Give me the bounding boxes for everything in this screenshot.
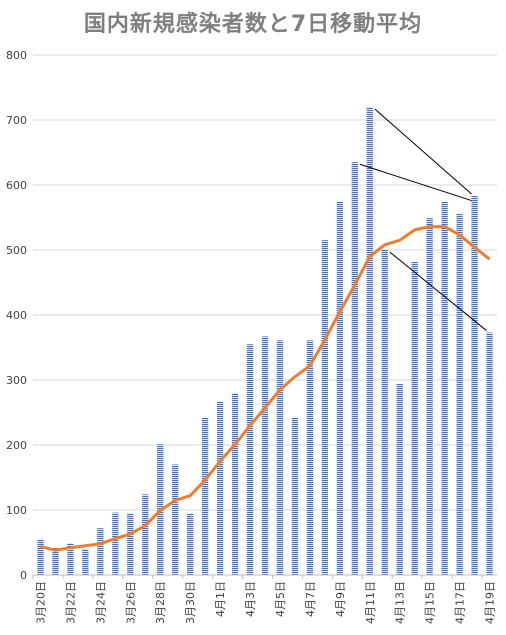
bar: [261, 336, 269, 575]
bar: [97, 528, 104, 575]
y-tick-label: 400: [6, 309, 27, 322]
bar: [486, 332, 493, 575]
bar: [52, 547, 59, 575]
bar: [396, 383, 403, 575]
bar: [411, 261, 418, 575]
x-tick-label: 3月22日: [64, 581, 77, 624]
bar: [336, 201, 343, 575]
y-tick-label: 100: [6, 504, 27, 517]
bar: [366, 107, 373, 575]
annotation-connector: [374, 108, 472, 195]
x-tick-label: 3月26日: [124, 581, 137, 624]
y-tick-label: 600: [6, 179, 27, 192]
bar: [201, 417, 209, 575]
moving-average-line: [40, 225, 491, 552]
bar: [321, 240, 329, 575]
x-tick-label: 3月28日: [154, 581, 167, 624]
bar: [426, 218, 433, 575]
bar: [142, 494, 149, 575]
x-tick-label: 3月30日: [184, 581, 197, 624]
bar: [187, 513, 194, 575]
x-tick-label: 4月15日: [424, 581, 437, 624]
x-tick-label: 4月11日: [364, 581, 377, 624]
annotation-connector: [389, 251, 487, 331]
bar: [231, 393, 239, 575]
annotation-connector: [359, 163, 472, 202]
y-axis-ticks: 0 100 200 300 400 500 600 700 800: [6, 49, 27, 582]
annotations: [359, 108, 487, 331]
chart-title: 国内新規感染者数と7日移動平均: [83, 12, 423, 37]
bar: [351, 162, 358, 575]
x-tick-label: 4月5日: [274, 581, 287, 617]
bar: [172, 464, 179, 575]
bar: [456, 213, 463, 575]
bar: [291, 417, 299, 575]
x-tick-label: 4月13日: [394, 581, 407, 624]
y-tick-label: 200: [6, 439, 27, 452]
bar: [471, 196, 478, 576]
bar: [246, 344, 254, 575]
bar: [67, 543, 74, 575]
bar: [276, 340, 284, 575]
x-axis-ticks: 3月20日 3月22日 3月24日 3月26日 3月28日 3月30日 4月1日 4月3日 4月…: [32, 575, 497, 624]
bar: [82, 549, 89, 575]
moving-average-series: [40, 225, 491, 552]
bar: [216, 401, 224, 575]
x-tick-label: 4月7日: [304, 581, 317, 617]
bar: [37, 539, 44, 575]
x-tick-label: 4月17日: [454, 581, 467, 624]
y-tick-label: 500: [6, 244, 27, 257]
x-tick-label: 4月3日: [244, 581, 257, 617]
y-tick-label: 700: [6, 114, 27, 127]
x-tick-label: 4月1日: [214, 581, 227, 617]
bar: [127, 513, 134, 575]
bar: [306, 340, 314, 575]
y-tick-label: 300: [6, 374, 27, 387]
x-tick-label: 3月20日: [34, 581, 47, 624]
y-tick-label: 800: [6, 49, 27, 62]
x-tick-label: 4月19日: [484, 581, 497, 624]
x-tick-label: 4月9日: [334, 581, 347, 617]
y-tick-label: 0: [20, 569, 27, 582]
bar: [112, 512, 119, 575]
bar: [381, 250, 388, 575]
bar: [441, 201, 448, 575]
bar-series: [37, 107, 493, 576]
x-tick-label: 3月24日: [94, 581, 107, 624]
